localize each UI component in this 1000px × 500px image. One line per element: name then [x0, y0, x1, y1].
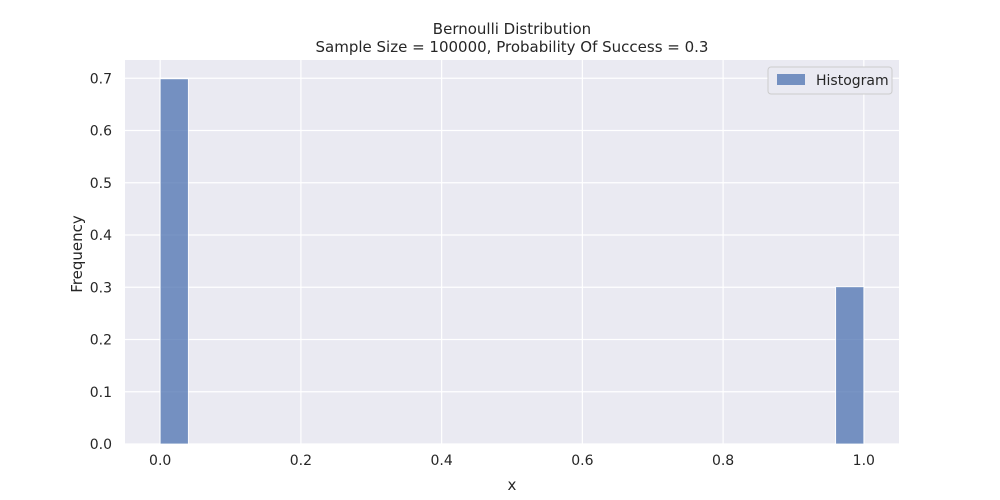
y-axis-label: Frequency: [68, 215, 86, 293]
y-tick-label: 0.0: [90, 437, 112, 453]
x-tick-label: 0.0: [149, 453, 171, 469]
x-tick-label: 0.2: [290, 453, 312, 469]
y-tick-label: 0.2: [90, 333, 112, 349]
y-tick-label: 0.1: [90, 385, 112, 401]
y-tick-label: 0.4: [90, 228, 112, 244]
x-tick-label: 0.4: [431, 453, 453, 469]
x-tick-label: 0.6: [571, 453, 593, 469]
histogram-bar-1: [835, 286, 865, 445]
x-tick-labels: 0.0 0.2 0.4 0.6 0.8 1.0: [149, 453, 875, 469]
y-tick-label: 0.3: [90, 280, 112, 296]
chart-subtitle: Sample Size = 100000, Probability Of Suc…: [316, 38, 709, 56]
x-axis-label: x: [508, 476, 517, 494]
legend-box: [767, 66, 893, 95]
y-tick-labels: 0.0 0.1 0.2 0.3 0.4 0.5 0.6 0.7: [90, 71, 112, 453]
plot-area: [125, 60, 899, 444]
chart-title: Bernoulli Distribution: [433, 20, 591, 38]
histogram-bar-0: [159, 78, 189, 445]
x-tick-label: 0.8: [712, 453, 734, 469]
y-tick-label: 0.7: [90, 71, 112, 87]
legend-label-histogram: Histogram: [816, 73, 889, 89]
legend: Histogram: [767, 66, 893, 95]
histogram-bars: [159, 78, 865, 445]
y-tick-label: 0.5: [90, 176, 112, 192]
legend-swatch-histogram: [777, 74, 805, 85]
y-tick-label: 0.6: [90, 124, 112, 140]
x-tick-label: 1.0: [853, 453, 875, 469]
